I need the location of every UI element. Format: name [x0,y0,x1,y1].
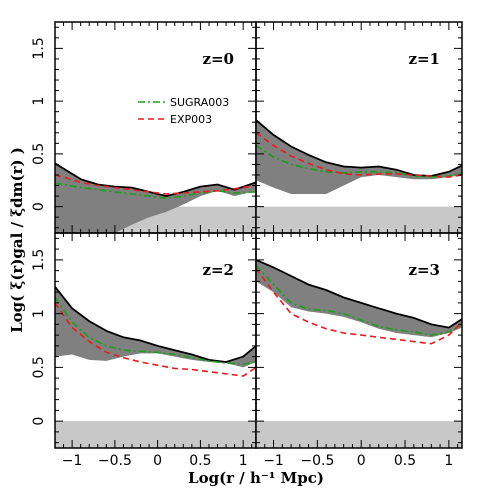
x-tick-label: 0.5 [394,453,416,469]
y-tick-label: 0.5 [31,356,47,378]
x-tick-label: 0 [153,453,162,469]
y-tick-label: 1 [31,97,47,106]
y-tick-label: 1.5 [31,37,47,59]
band-area [55,286,256,368]
band-area [256,120,462,194]
band-upper-edge [55,286,256,363]
y-tick-label: 0 [31,417,47,426]
x-tick-label: −0.5 [98,453,132,469]
panel-2 [256,119,462,233]
legend-label-sugra: SUGRA003 [170,96,229,109]
x-tick-label: 1 [239,453,248,469]
band-area [55,163,256,233]
panels-layer [54,21,463,449]
panel-label: z=0 [202,50,234,68]
series-sugra003-line [256,264,462,336]
baseline-band [256,421,462,448]
series-exp003-line [55,302,256,377]
y-tick-label: 1.5 [31,249,47,271]
labels-layer: z=0 0 0.5 1 1.5 z=1 z=2 0 0.5 1 1.5 −1 −0.5 0 0.5 1 z=3 −… [31,37,453,469]
panel-3 [55,286,256,448]
x-tick-label: 0 [357,453,366,469]
series-exp003-line [256,268,462,345]
band-upper-edge [256,259,462,329]
panel-frame [255,232,463,449]
panel-label: z=2 [202,261,234,279]
baseline-band [256,206,462,233]
panel-label: z=3 [408,261,440,279]
y-axis-title: Log( ξ(r)gal / ξdm(r) ) [8,147,26,333]
baseline-band [55,421,256,448]
series-sugra003-line [256,144,462,178]
x-tick-label: −1 [263,453,284,469]
series-sugra003-line [55,297,256,365]
panel-label: z=1 [408,50,440,68]
series-exp003-line [256,132,462,178]
series-exp003-line [55,174,256,195]
x-tick-label: 1 [444,453,453,469]
y-tick-label: 0.5 [31,143,47,165]
panel-1 [55,162,256,233]
x-tick-label: −1 [62,453,83,469]
panel-4 [256,259,462,448]
x-tick-label: −0.5 [300,453,334,469]
x-tick-label: 0.5 [189,453,211,469]
y-tick-label: 0 [31,202,47,211]
x-axis-title: Log(r / h⁻¹ Mpc) [188,469,324,487]
series-sugra003-line [55,182,256,200]
legend-label-exp: EXP003 [170,113,212,126]
legend: SUGRA003 EXP003 [138,96,229,126]
y-tick-label: 1 [31,309,47,318]
